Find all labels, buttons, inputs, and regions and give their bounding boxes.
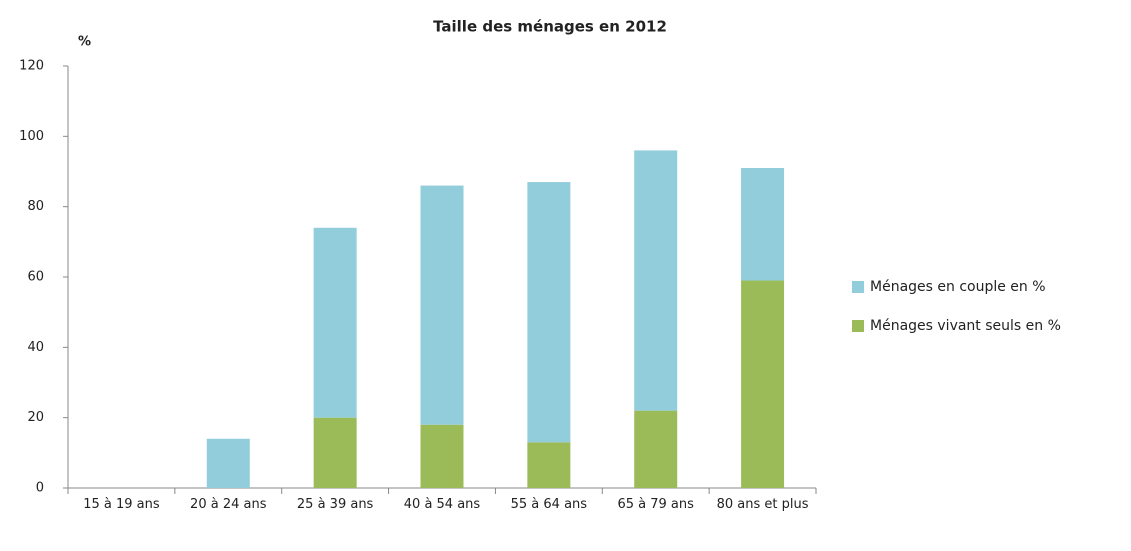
bar-segment [420,185,464,425]
bar-segment [527,182,571,443]
bar-segment [313,227,357,418]
y-tick-label: 60 [27,270,44,285]
legend-label: Ménages vivant seuls en % [870,318,1061,334]
x-tick-label: 20 à 24 ans [190,497,267,512]
bar-segment [634,150,678,411]
x-tick-label: 40 à 54 ans [403,497,481,512]
x-tick-label: 65 à 79 ans [617,497,694,512]
bar-segment [527,442,571,488]
x-tick-label: 15 à 19 ans [83,497,160,512]
y-tick-label: 120 [19,59,44,74]
chart-title: Taille des ménages en 2012 [433,18,667,36]
y-tick-label: 100 [19,129,44,144]
x-tick-label: 55 à 64 ans [510,497,588,512]
bar-segment [741,280,785,488]
legend-swatch [852,281,864,293]
bar-segment [420,424,464,488]
bar-segment [206,438,250,488]
bar-segment [741,167,785,281]
x-tick-label: 80 ans et plus [716,497,809,512]
y-tick-label: 0 [36,481,44,496]
y-axis-label: % [78,35,91,50]
legend-label: Ménages en couple en % [870,279,1046,295]
y-tick-label: 20 [27,410,44,425]
x-tick-label: 25 à 39 ans [296,497,374,512]
bar-segment [313,417,357,488]
bar-segment [634,410,678,488]
y-tick-label: 80 [27,199,44,214]
y-tick-label: 40 [27,340,44,355]
legend-swatch [852,320,864,332]
